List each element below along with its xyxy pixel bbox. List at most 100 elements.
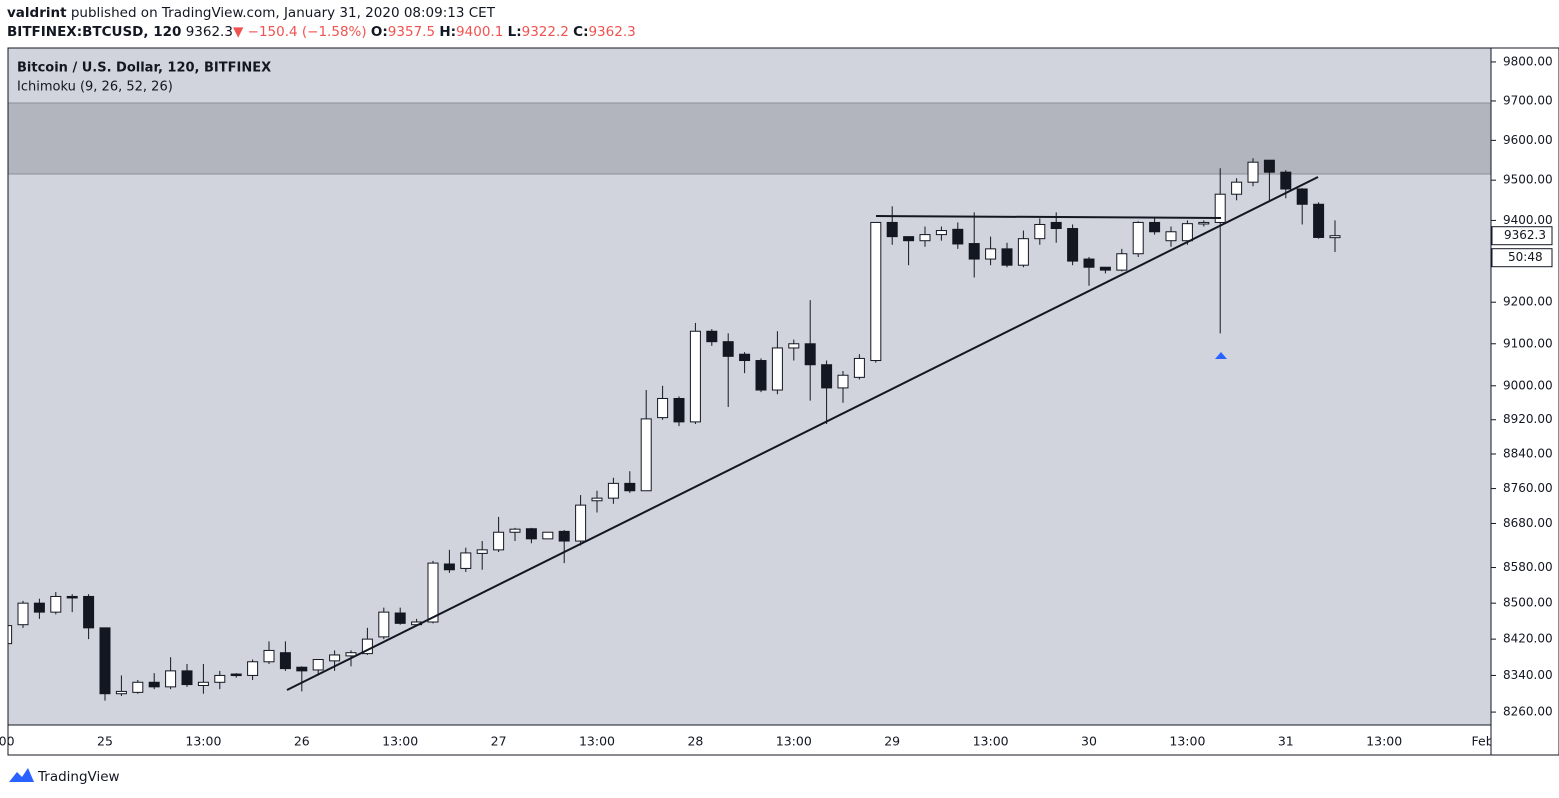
candle-body [935, 230, 947, 236]
candle-body [706, 330, 718, 343]
x-tick-label: 28 [687, 734, 703, 749]
candle-body [1329, 235, 1341, 239]
x-tick-label: 13:00 [973, 734, 1009, 749]
candle-body [1034, 223, 1046, 240]
y-tick-label: 8580.00 [1503, 560, 1553, 574]
candle-body [427, 562, 439, 623]
x-tick-label: 30 [1081, 734, 1097, 749]
candle-body [378, 611, 390, 638]
y-tick-label: 8840.00 [1503, 447, 1553, 461]
y-tick-label: 8340.00 [1503, 668, 1553, 682]
candle-body [1116, 253, 1128, 271]
publish-line: valdrint published on TradingView.com, J… [7, 5, 495, 21]
candle-body [1263, 159, 1275, 173]
last-price-tag [1491, 226, 1553, 246]
x-tick-label: 31 [1278, 734, 1294, 749]
candle-body [115, 690, 127, 695]
l-value: 9322.2 [521, 24, 569, 40]
resistance-zone [7, 102, 1492, 175]
candle-body [542, 531, 554, 540]
candle-body [296, 666, 308, 672]
x-tick-label: 13:00 [776, 734, 812, 749]
candle-body [460, 552, 472, 569]
x-tick-label: 27 [491, 734, 507, 749]
candle-body [1231, 181, 1243, 195]
candle-body [1001, 248, 1013, 266]
candle-body [132, 681, 144, 693]
candle-body [345, 652, 357, 657]
last-price-label: 9362.3 [1504, 228, 1546, 242]
change-arrow: ▼ [232, 24, 244, 40]
symbol: BITFINEX:BTCUSD, 120 [7, 24, 182, 40]
brand: TradingView [37, 769, 120, 785]
candle-body [968, 243, 980, 260]
trend-line [286, 176, 1319, 691]
candle-body [853, 357, 865, 378]
c-label: C: [573, 24, 589, 40]
candle-body [312, 659, 324, 671]
candle-body [247, 661, 259, 676]
candle-body [1165, 231, 1177, 242]
countdown-tag [1491, 248, 1553, 268]
candle-body [443, 563, 455, 571]
candle-body [1050, 221, 1062, 230]
candle-body [66, 595, 78, 599]
candle-body [1149, 221, 1161, 233]
candle-body [1296, 188, 1308, 205]
y-tick-label: 9200.00 [1503, 295, 1553, 309]
candle-body [804, 343, 816, 366]
candle-body [788, 343, 800, 349]
candle-body [1313, 203, 1325, 238]
candle-body [99, 627, 111, 695]
x-tick-label: 13:00 [185, 734, 221, 749]
y-tick-label: 8500.00 [1503, 596, 1553, 610]
candle-body [558, 530, 570, 542]
candle-body [8, 625, 13, 645]
candle-body [476, 549, 488, 554]
x-tick-label: 13:00 [1169, 734, 1205, 749]
candle-body [214, 674, 226, 683]
x-tick-label: 25 [97, 734, 113, 749]
y-tick-label: 9400.00 [1503, 213, 1553, 227]
publish-info: published on TradingView.com, January 31… [70, 5, 495, 21]
candle-body [591, 497, 603, 502]
candle-body [919, 234, 931, 242]
candle-body [1247, 161, 1259, 183]
candle-body [1067, 228, 1079, 262]
x-tick-label: 13:00 [1366, 734, 1402, 749]
candle-body [1198, 221, 1210, 225]
y-tick-label: 9100.00 [1503, 336, 1553, 350]
x-tick-label: 13:00 [579, 734, 615, 749]
price-axis: 9800.009700.009600.009500.009400.009300.… [1491, 54, 1553, 719]
candle-body [1214, 193, 1226, 223]
y-tick-label: 8260.00 [1503, 705, 1553, 719]
x-tick-label: Feb [1472, 734, 1494, 749]
candle-body [771, 347, 783, 391]
candle-body [33, 602, 45, 613]
h-value: 9400.1 [456, 24, 504, 40]
x-tick-label: 00 [0, 734, 15, 749]
y-tick-label: 8760.00 [1503, 481, 1553, 495]
candle-body [50, 595, 62, 613]
h-label: H: [439, 24, 457, 40]
candle-body [361, 638, 373, 655]
candle-body [83, 595, 95, 629]
candle-body [624, 482, 636, 492]
candle-body [886, 221, 898, 238]
countdown-label: 50:48 [1508, 250, 1543, 264]
o-label: O: [370, 24, 388, 40]
candle-body [903, 236, 915, 242]
candle-body [493, 531, 505, 551]
y-tick-label: 9500.00 [1503, 173, 1553, 187]
price-axis-background [1491, 48, 1559, 755]
change: −150.4 (−1.58%) [247, 24, 367, 40]
y-tick-label: 9600.00 [1503, 133, 1553, 147]
candle-body [1181, 223, 1193, 242]
candle-body [1099, 266, 1111, 271]
o-value: 9357.5 [387, 24, 436, 40]
candle-body [165, 670, 177, 688]
candle-body [329, 654, 341, 662]
candle-body [148, 681, 160, 688]
